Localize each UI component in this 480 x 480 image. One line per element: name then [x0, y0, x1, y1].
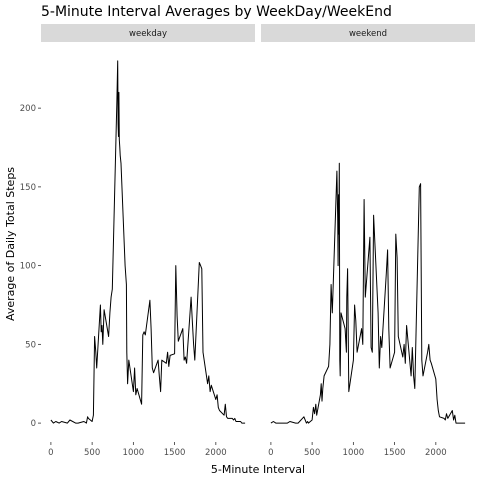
y-axis-label: Average of Daily Total Steps	[4, 167, 17, 321]
y-tick-label: 200	[20, 104, 36, 114]
strip-background-weekend	[261, 24, 475, 42]
y-tick-label: 50	[25, 340, 36, 350]
strip-label-weekday: weekday	[129, 29, 167, 39]
y-tick-label: 100	[20, 262, 36, 272]
x-tick-label: 1000	[343, 448, 365, 458]
x-tick-label: 2000	[425, 448, 447, 458]
strip-label-weekend: weekend	[349, 29, 387, 39]
x-tick-label: 1500	[384, 448, 406, 458]
x-tick-label: 2000	[205, 448, 227, 458]
x-tick-label: 500	[304, 448, 320, 458]
x-tick-label: 0	[268, 448, 273, 458]
x-tick-label: 500	[84, 448, 100, 458]
x-tick-label: 1000	[123, 448, 145, 458]
strip-background-weekday	[41, 24, 255, 42]
panel-weekday: weekday	[41, 24, 255, 424]
series-weekend	[270, 162, 466, 424]
y-tick-label: 150	[20, 183, 36, 193]
series-line-weekend	[270, 162, 466, 424]
x-axis-weekend: 0 500 1000 1500 2000	[268, 442, 447, 458]
x-tick-label: 0	[48, 448, 53, 458]
y-tick-label: 0	[31, 419, 36, 429]
x-tick-label: 1500	[164, 448, 186, 458]
panel-weekend: weekend	[261, 24, 475, 424]
series-weekday	[50, 60, 246, 424]
x-axis-label: 5-Minute Interval	[211, 463, 305, 476]
chart-title: 5-Minute Interval Averages by WeekDay/We…	[41, 4, 392, 20]
x-axis-weekday: 0 500 1000 1500 2000	[48, 442, 227, 458]
series-line-weekday	[50, 60, 246, 424]
y-axis: 0 50 100 150 200	[20, 104, 41, 429]
